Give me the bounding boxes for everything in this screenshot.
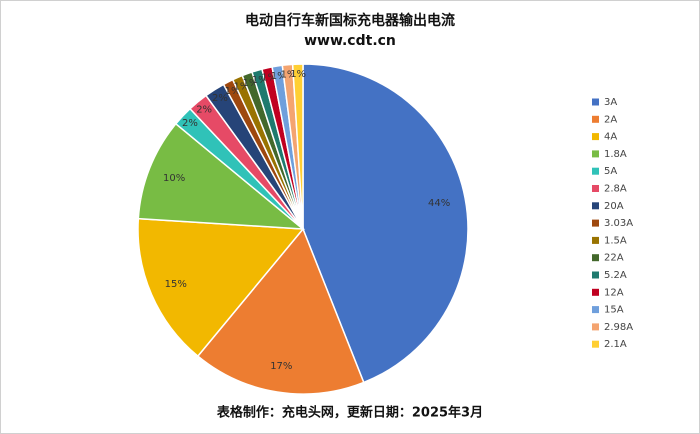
data-label: 1% bbox=[290, 69, 306, 80]
data-label: 1% bbox=[271, 71, 287, 82]
pie-slice bbox=[196, 227, 365, 395]
legend-swatch bbox=[592, 306, 599, 314]
data-label: 1% bbox=[261, 73, 277, 84]
data-label: 10% bbox=[163, 173, 185, 184]
legend-swatch bbox=[592, 323, 599, 331]
chart-subtitle: www.cdt.cn bbox=[304, 33, 396, 49]
data-label: 1% bbox=[233, 82, 249, 93]
legend-label: 1.8A bbox=[604, 149, 627, 160]
legend-swatch bbox=[592, 115, 599, 123]
data-label: 15% bbox=[165, 279, 187, 290]
legend-label: 2A bbox=[604, 114, 617, 125]
legend-swatch bbox=[592, 254, 599, 262]
legend-swatch bbox=[592, 202, 599, 210]
data-label: 1% bbox=[280, 70, 296, 81]
data-label: 17% bbox=[270, 361, 292, 372]
legend-label: 5.2A bbox=[604, 270, 627, 281]
data-label: 2% bbox=[196, 104, 212, 115]
legend-label: 3.03A bbox=[604, 218, 633, 229]
legend-swatch bbox=[592, 219, 599, 227]
legend-label: 2.1A bbox=[604, 339, 627, 350]
data-label: 44% bbox=[428, 198, 450, 209]
chart-title: 电动自行车新国标充电器输出电流 bbox=[245, 12, 455, 29]
data-label: 2% bbox=[182, 118, 198, 129]
legend-label: 1.5A bbox=[604, 235, 627, 246]
legend-swatch bbox=[592, 236, 599, 244]
legend-swatch bbox=[592, 271, 599, 279]
legend-label: 2.8A bbox=[604, 184, 627, 195]
pie-slice bbox=[137, 122, 306, 230]
legend-swatch bbox=[592, 167, 599, 175]
legend-swatch bbox=[592, 340, 599, 348]
legend-label: 4A bbox=[604, 132, 617, 143]
pie-slice bbox=[291, 63, 304, 230]
data-label: 1% bbox=[252, 75, 268, 86]
pie-slice bbox=[302, 63, 469, 384]
legend-label: 12A bbox=[604, 287, 624, 298]
legend-label: 15A bbox=[604, 305, 624, 316]
legend-label: 3A bbox=[604, 97, 617, 108]
pie-slice bbox=[137, 217, 305, 358]
legend-swatch bbox=[592, 98, 599, 106]
legend-swatch bbox=[592, 288, 599, 296]
legend-swatch bbox=[592, 185, 599, 192]
data-label: 2% bbox=[212, 93, 228, 104]
chart-footer: 表格制作：充电头网，更新日期：2025年3月 bbox=[216, 405, 483, 421]
legend-label: 22A bbox=[604, 253, 624, 264]
legend-label: 2.98A bbox=[604, 322, 633, 333]
legend-swatch bbox=[592, 133, 599, 141]
data-label: 1% bbox=[243, 78, 259, 89]
legend-label: 20A bbox=[604, 201, 624, 212]
data-label: 1% bbox=[225, 86, 241, 97]
legend-swatch bbox=[592, 150, 599, 158]
legend-label: 5A bbox=[604, 166, 617, 177]
